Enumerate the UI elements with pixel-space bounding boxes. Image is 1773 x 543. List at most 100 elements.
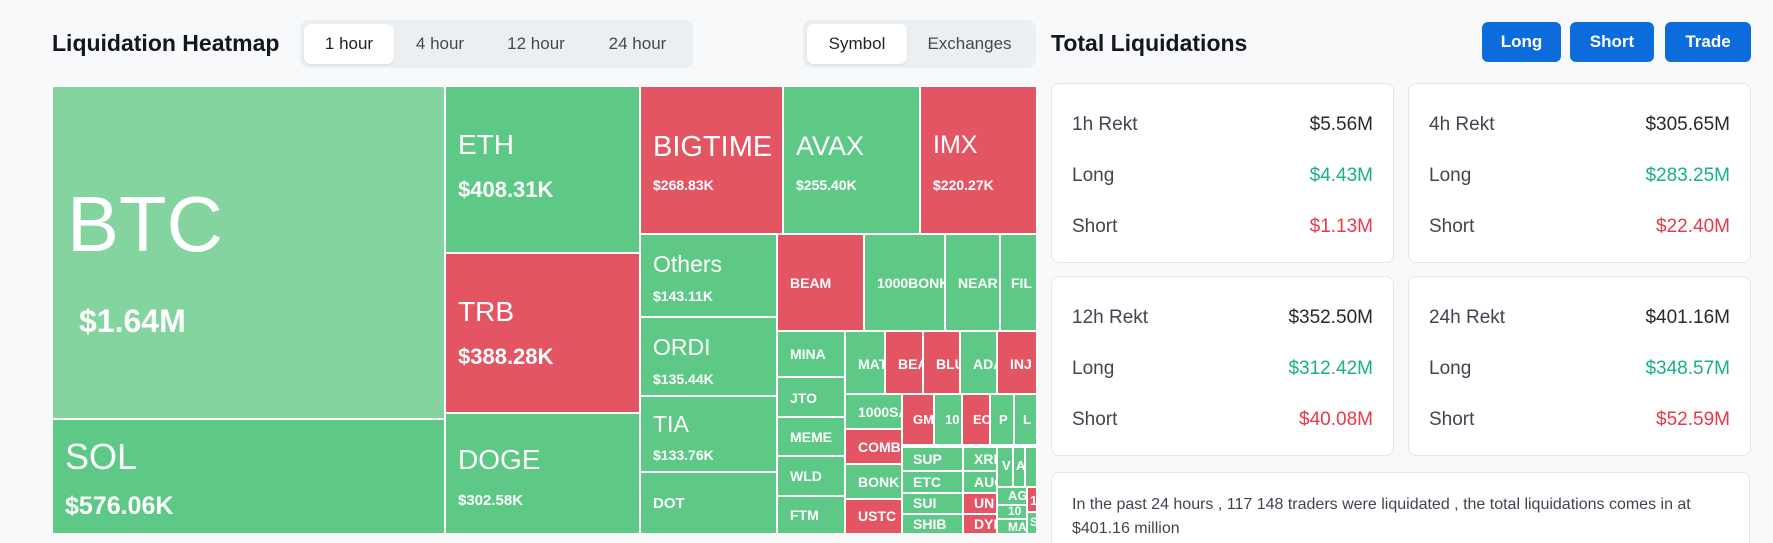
heatmap-tile-trb[interactable]: TRB $388.28K <box>445 253 640 413</box>
rekt-card-1h: 1h Rekt $5.56M Long $4.43M Short $1.13M <box>1051 83 1394 263</box>
heatmap-tile-etc[interactable]: ETC <box>902 471 963 493</box>
heatmap-tile-ordi[interactable]: ORDI $135.44K <box>640 317 777 396</box>
total-liquidations-title: Total Liquidations <box>1051 30 1248 56</box>
tile-value: $302.58K <box>458 492 524 509</box>
tile-symbol: ADA <box>973 356 996 372</box>
tile-symbol: FTM <box>790 507 819 523</box>
heatmap-tile-s[interactable]: S <box>1027 512 1037 534</box>
heatmap-tile-auc[interactable]: AUC <box>963 471 997 493</box>
tile-symbol: 10 <box>1008 505 1022 518</box>
rekt-total: $401.16M <box>1645 307 1730 328</box>
heatmap-tile-dyd[interactable]: DYD <box>963 514 997 534</box>
tab-exchanges[interactable]: Exchanges <box>927 34 1012 53</box>
heatmap-tile-eo[interactable]: EO <box>962 394 990 445</box>
tile-symbol: MATIC <box>858 356 884 372</box>
tile-symbol: SUP <box>913 451 942 467</box>
tab-4-hour[interactable]: 4 hour <box>415 34 465 53</box>
tile-symbol: DOGE <box>458 444 541 475</box>
liquidation-summary: In the past 24 hours , 117 148 traders w… <box>1051 472 1750 543</box>
tile-symbol: SOL <box>65 436 138 477</box>
rekt-card-12h: 12h Rekt $352.50M Long $312.42M Short $40.0… <box>1051 276 1394 456</box>
heatmap-tile-combo[interactable]: COMBO <box>845 429 902 464</box>
heatmap-tile-eth[interactable]: ETH $408.31K <box>445 86 640 253</box>
heatmap-tile-bigtime[interactable]: BIGTIME $268.83K <box>640 86 783 234</box>
tile-value: $576.06K <box>65 492 174 520</box>
heatmap-tile-ftm[interactable]: FTM <box>777 496 845 534</box>
heatmap-tile-v[interactable]: V <box>997 447 1013 487</box>
heatmap-tile-sol[interactable]: SOL $576.06K <box>52 419 445 534</box>
heatmap-tile-shib[interactable]: SHIB <box>902 514 963 534</box>
heatmap-tile-inj[interactable]: INJ <box>997 331 1037 394</box>
heatmap-tile-a[interactable]: A <box>1013 447 1025 487</box>
heatmap-tile-10[interactable]: 10 <box>997 505 1027 519</box>
heatmap-tile-others[interactable]: Others $143.11K <box>640 234 777 317</box>
heatmap-tile-avax[interactable]: AVAX $255.40K <box>783 86 920 234</box>
tile-symbol: BONK <box>858 474 900 490</box>
heatmap-tile-near[interactable]: NEAR <box>945 234 1000 331</box>
heatmap-tile-10[interactable]: 10 <box>934 394 962 445</box>
heatmap-tile-unlabeled[interactable] <box>1025 447 1037 487</box>
timeframe-selector: 1 hour 4 hour 12 hour 24 hour <box>300 20 693 68</box>
short-label: Short <box>1429 409 1475 430</box>
short-button[interactable]: Short <box>1570 22 1654 62</box>
heatmap-tile-tia[interactable]: TIA $133.76K <box>640 396 777 472</box>
tile-symbol: MA <box>1008 520 1027 534</box>
long-label: Long <box>1429 358 1472 379</box>
tab-12-hour[interactable]: 12 hour <box>507 34 565 53</box>
heatmap-tile-sup[interactable]: SUP <box>902 447 963 471</box>
heatmap-tile-ma[interactable]: MA <box>997 519 1027 534</box>
heatmap-tile-beam[interactable]: BEAM <box>777 234 864 331</box>
heatmap-tile-1000sats[interactable]: 1000SATS <box>845 394 902 429</box>
heatmap-tile-jto[interactable]: JTO <box>777 377 845 417</box>
heatmap-tile-btc[interactable]: BTC $1.64M <box>52 86 445 419</box>
heatmap-tile-beam[interactable]: BEAM <box>885 331 923 394</box>
long-value: $312.42M <box>1288 358 1373 379</box>
trade-button[interactable]: Trade <box>1665 22 1751 62</box>
tab-symbol[interactable]: Symbol <box>807 24 907 64</box>
heatmap-tile-ustc[interactable]: USTC <box>845 499 902 534</box>
heatmap-tile-bonk[interactable]: BONK <box>845 464 902 499</box>
tile-value: $1.64M <box>79 303 186 339</box>
tile-value: $220.27K <box>933 177 994 193</box>
rekt-card-title: 24h Rekt <box>1429 307 1506 328</box>
tab-1-hour[interactable]: 1 hour <box>304 24 394 64</box>
tile-symbol: 1 <box>1030 493 1037 508</box>
heatmap-tile-p[interactable]: P <box>990 394 1014 445</box>
heatmap-tile-meme[interactable]: MEME <box>777 417 845 456</box>
tile-symbol: TIA <box>653 411 689 437</box>
heatmap-tile-1000bonk[interactable]: 1000BONK <box>864 234 945 331</box>
tile-symbol: USTC <box>858 508 897 524</box>
heatmap-tile-wld[interactable]: WLD <box>777 456 845 496</box>
heatmap-tile-xrp[interactable]: XRP <box>963 447 997 471</box>
short-value: $40.08M <box>1299 409 1373 430</box>
long-value: $4.43M <box>1309 165 1373 186</box>
tile-value: $268.83K <box>653 177 714 193</box>
tile-symbol: AG <box>1008 488 1027 503</box>
heatmap-tile-ag[interactable]: AG <box>997 487 1027 505</box>
heatmap-tile-1[interactable]: 1 <box>1027 487 1037 512</box>
heatmap-tile-imx[interactable]: IMX $220.27K <box>920 86 1037 234</box>
heatmap-tile-sui[interactable]: SUI <box>902 493 963 514</box>
heatmap-tile-unlabeled[interactable] <box>902 445 1037 447</box>
tile-value: $133.76K <box>653 447 714 463</box>
tile-symbol: COMBO <box>858 439 901 455</box>
tab-24-hour[interactable]: 24 hour <box>608 34 667 53</box>
heatmap-tile-un[interactable]: UN <box>963 493 997 514</box>
rekt-total: $5.56M <box>1309 114 1373 135</box>
heatmap-tile-mina[interactable]: MINA <box>777 331 845 377</box>
tile-symbol: BLUR <box>936 356 959 372</box>
tile-symbol: V <box>1002 458 1011 473</box>
heatmap-tile-l[interactable]: L <box>1014 394 1037 445</box>
heatmap-tile-matic[interactable]: MATIC <box>845 331 885 394</box>
short-value: $22.40M <box>1656 216 1730 237</box>
heatmap-tile-doge[interactable]: DOGE $302.58K <box>445 413 640 534</box>
heatmap-tile-dot[interactable]: DOT <box>640 472 777 534</box>
tile-symbol: EO <box>973 412 990 427</box>
tile-symbol: SHIB <box>913 516 947 532</box>
heatmap-tile-gmt[interactable]: GMT <box>902 394 934 445</box>
long-label: Long <box>1429 165 1472 186</box>
heatmap-tile-ada[interactable]: ADA <box>960 331 997 394</box>
heatmap-tile-blur[interactable]: BLUR <box>923 331 960 394</box>
long-button[interactable]: Long <box>1482 22 1561 62</box>
heatmap-tile-fil[interactable]: FIL <box>1000 234 1037 331</box>
